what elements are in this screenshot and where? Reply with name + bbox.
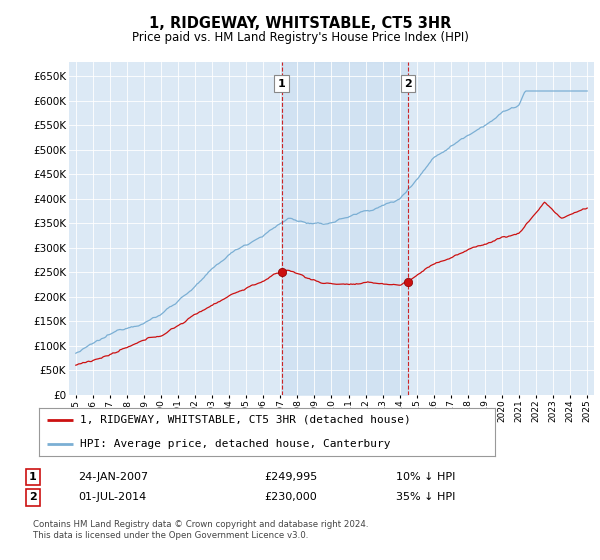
Text: 1: 1 [29,472,37,482]
Text: 2: 2 [404,78,412,88]
Text: 24-JAN-2007: 24-JAN-2007 [78,472,148,482]
Text: 10% ↓ HPI: 10% ↓ HPI [396,472,455,482]
Text: 35% ↓ HPI: 35% ↓ HPI [396,492,455,502]
Text: Contains HM Land Registry data © Crown copyright and database right 2024.
This d: Contains HM Land Registry data © Crown c… [33,520,368,540]
Text: Price paid vs. HM Land Registry's House Price Index (HPI): Price paid vs. HM Land Registry's House … [131,31,469,44]
Text: 1, RIDGEWAY, WHITSTABLE, CT5 3HR: 1, RIDGEWAY, WHITSTABLE, CT5 3HR [149,16,451,31]
Text: £230,000: £230,000 [264,492,317,502]
Text: 1, RIDGEWAY, WHITSTABLE, CT5 3HR (detached house): 1, RIDGEWAY, WHITSTABLE, CT5 3HR (detach… [80,415,411,425]
Text: 1: 1 [278,78,286,88]
Text: £249,995: £249,995 [264,472,317,482]
Text: HPI: Average price, detached house, Canterbury: HPI: Average price, detached house, Cant… [80,439,391,449]
Text: 01-JUL-2014: 01-JUL-2014 [78,492,146,502]
Text: 2: 2 [29,492,37,502]
